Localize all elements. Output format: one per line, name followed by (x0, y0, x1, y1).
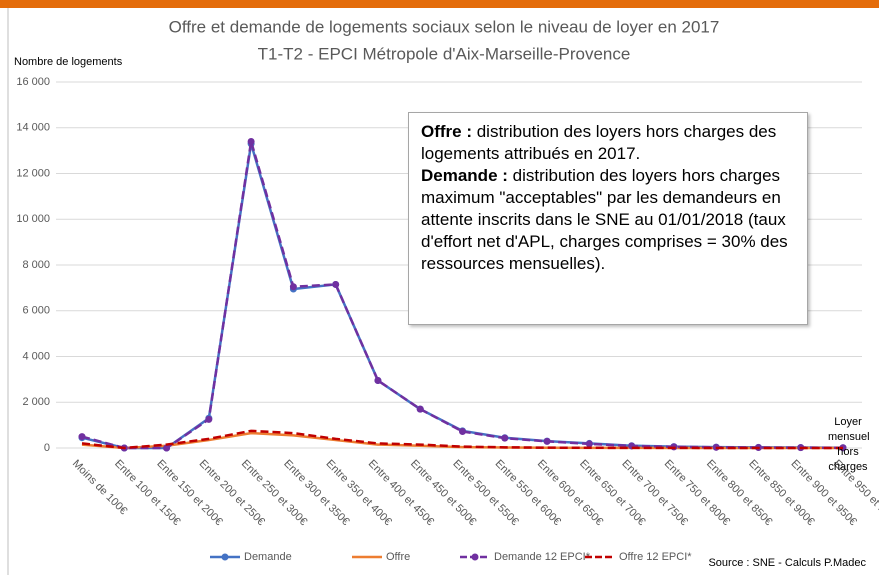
series-marker (416, 405, 424, 413)
y-tick-label: 10 000 (16, 213, 50, 225)
annotation: Demande : distribution des loyers hors c… (421, 165, 795, 275)
y-tick-label: 4 000 (22, 350, 50, 362)
x-axis-label: Loyer mensuel hors charges (828, 416, 870, 473)
series-marker (247, 137, 255, 145)
series-marker (374, 377, 382, 385)
y-axis-label: Nombre de logements (14, 56, 123, 68)
y-tick-label: 12 000 (16, 167, 50, 179)
series-marker (543, 437, 551, 445)
annotation: Offre : distribution des loyers hors cha… (421, 121, 795, 165)
top-band (0, 0, 879, 8)
legend-label: Demande 12 EPCI* (494, 551, 591, 563)
chart-subtitle: T1-T2 - EPCI Métropole d'Aix-Marseille-P… (258, 44, 631, 63)
series-marker (205, 415, 213, 423)
y-tick-label: 6 000 (22, 305, 50, 317)
y-tick-label: 0 (44, 442, 50, 454)
legend-marker (221, 553, 229, 561)
y-tick-label: 16 000 (16, 76, 50, 88)
annotation-bold: Demande : (421, 166, 508, 185)
legend-label: Offre (386, 551, 410, 563)
source: Source : SNE - Calculs P.Madec (708, 557, 866, 569)
y-tick-label: 8 000 (22, 259, 50, 271)
legend-marker (471, 553, 479, 561)
series-marker (501, 434, 509, 442)
legend-label: Offre 12 EPCI* (619, 551, 692, 563)
chart-title: Offre et demande de logements sociaux se… (169, 17, 720, 36)
series-marker (585, 440, 593, 448)
legend-label: Demande (244, 551, 292, 563)
annotation-bold: Offre : (421, 122, 472, 141)
annotation-text: distribution des loyers hors charges des… (421, 122, 781, 163)
annotation-text: distribution des loyers hors charges max… (421, 166, 793, 273)
series-marker (459, 428, 466, 436)
series-marker (332, 280, 340, 288)
y-tick-label: 14 000 (16, 122, 50, 134)
series-marker (78, 433, 86, 441)
series-marker (289, 283, 297, 291)
annotation-box: Offre : distribution des loyers hors cha… (408, 112, 808, 325)
series-line (81, 429, 843, 450)
series-marker (163, 444, 171, 452)
y-tick-label: 2 000 (22, 396, 50, 408)
